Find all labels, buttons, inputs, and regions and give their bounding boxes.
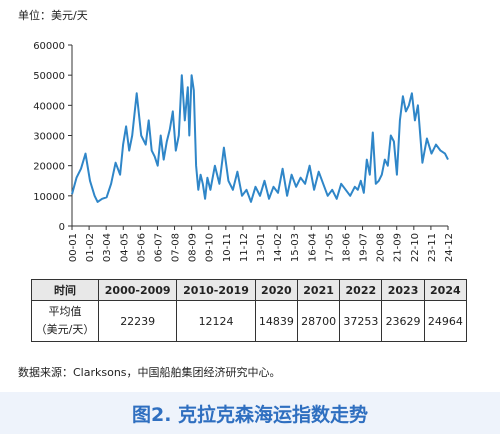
x-tick-label: 21-09 [393,233,404,262]
x-tick-label: 00-01 [68,233,79,262]
source-note: 数据来源：Clarksons，中国船舶集团经济研究中心。 [18,366,281,379]
x-tick-label: 15-03 [290,233,301,262]
unit-label: 单位：美元/天 [18,9,88,22]
value-cell: 28700 [296,300,341,342]
x-tick-label: 06-07 [153,233,164,262]
header-cell: 2020 [254,279,298,301]
y-tick-label: 50000 [33,71,65,82]
x-tick-label: 03-04 [102,233,113,262]
x-tick-label: 24-12 [444,233,455,262]
x-tick-label: 13-01 [256,233,267,262]
header-cell: 2021 [296,279,341,301]
value-cell: 37253 [339,300,383,342]
header-cell: 2022 [339,279,383,301]
x-tick-label: 23-11 [427,233,438,262]
y-tick-label: 0 [59,222,65,233]
x-tick-label: 01-02 [85,233,96,262]
x-tick-label: 10-11 [222,233,233,262]
stats-value-row: 平均值 （美元/天） 22239 12124 14839 28700 37253… [31,300,468,342]
series-layer [71,74,449,203]
x-tick-label: 18-06 [341,233,352,262]
value-cell: 23629 [381,300,425,342]
x-tick-label: 19-07 [359,233,370,262]
header-cell: 2000-2009 [97,279,178,301]
x-tick-label: 17-05 [324,233,335,262]
x-axis: 00-01 01-02 03-04 04-05 05-06 06-07 07-08 08-09… [68,225,455,262]
y-tick-label: 20000 [33,162,65,173]
row-label-line: 平均值 [48,305,82,318]
x-tick-label: 16-04 [307,233,318,262]
header-cell: 2024 [423,279,468,301]
header-cell: 2010-2019 [176,279,256,301]
x-tick-label: 08-09 [188,233,199,262]
x-tick-label: 22-10 [410,233,421,262]
header-cell: 时间 [31,279,99,301]
x-tick-label: 04-05 [119,233,130,262]
x-tick-label: 07-08 [171,233,182,262]
x-tick-label: 14-02 [273,233,284,262]
y-tick-label: 10000 [33,192,65,203]
header-cell: 2023 [381,279,425,301]
y-tick-label: 40000 [33,101,65,112]
line-chart: 0 10000 20000 30000 40000 50000 60000 00-01 01-… [33,41,455,262]
value-cell: 12124 [176,300,256,342]
y-axis: 0 10000 20000 30000 40000 50000 60000 [33,41,73,233]
x-tick-label: 11-12 [239,233,250,262]
series-line [71,74,449,203]
row-label-line: （美元/天） [35,323,95,336]
stats-table: 时间 2000-2009 2010-2019 2020 2021 2022 20… [31,279,468,342]
y-tick-label: 30000 [33,132,65,143]
caption-banner: 图2. 克拉克森海运指数走势 [0,392,500,434]
x-tick-label: 20-08 [376,233,387,262]
x-tick-label: 09-10 [205,233,216,262]
row-label-cell: 平均值 （美元/天） [31,300,99,342]
stats-header-row: 时间 2000-2009 2010-2019 2020 2021 2022 20… [31,279,468,301]
figure-caption: 图2. 克拉克森海运指数走势 [131,403,369,426]
y-tick-label: 60000 [33,41,65,52]
value-cell: 14839 [254,300,298,342]
x-tick-label: 05-06 [136,233,147,262]
value-cell: 24964 [423,300,468,342]
value-cell: 22239 [97,300,178,342]
